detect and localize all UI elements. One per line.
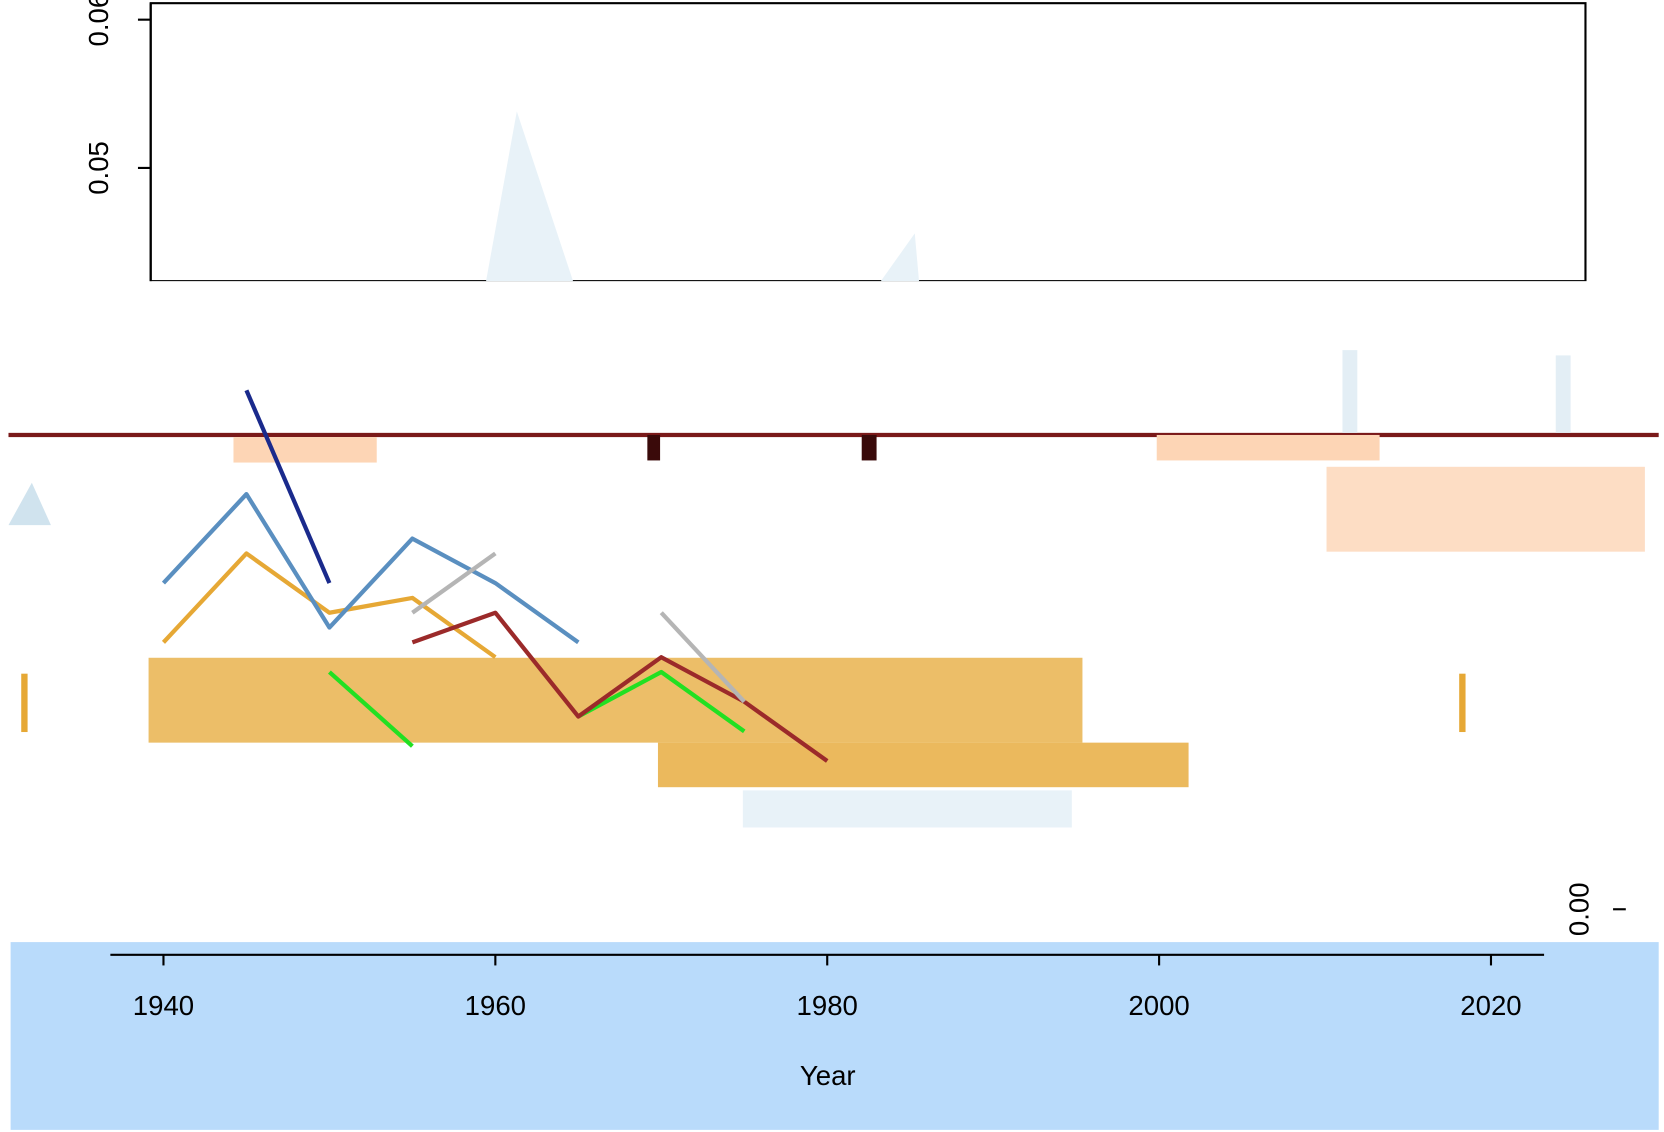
artifact xyxy=(658,743,1189,788)
x-tick-label: 1960 xyxy=(465,990,526,1021)
artifact xyxy=(1157,435,1380,460)
artifact xyxy=(233,437,376,462)
artifact xyxy=(11,281,1659,939)
artifact xyxy=(486,111,573,281)
artifact xyxy=(1342,350,1357,433)
bottom-band xyxy=(11,942,1659,1130)
artifact xyxy=(647,435,660,460)
y-tick-label: 0.06 xyxy=(83,0,114,47)
artifact xyxy=(1327,467,1645,552)
y-tick-label: 0.00 xyxy=(1564,882,1595,936)
artifact xyxy=(8,433,1658,437)
x-axis-label: Year xyxy=(800,1060,856,1091)
chart: Year 1940 1960 1980 2000 2020 0.00 0.05 0.06 xyxy=(0,0,1664,1132)
x-tick-label: 2020 xyxy=(1460,990,1521,1021)
x-tick-label: 2000 xyxy=(1128,990,1189,1021)
y-tick-label: 0.05 xyxy=(83,141,114,195)
artifact xyxy=(743,790,1072,827)
artifact xyxy=(862,435,877,460)
artifact xyxy=(881,233,919,281)
artifact xyxy=(21,674,27,732)
x-tick-label: 1940 xyxy=(133,990,194,1021)
x-tick-label: 1980 xyxy=(797,990,858,1021)
artifact xyxy=(1556,355,1571,432)
plot-frame xyxy=(151,3,1586,281)
page: {"chart_data": { "type": "line", "x_labe… xyxy=(0,0,1664,1132)
artifact xyxy=(1459,674,1465,732)
artifact xyxy=(149,658,1083,743)
